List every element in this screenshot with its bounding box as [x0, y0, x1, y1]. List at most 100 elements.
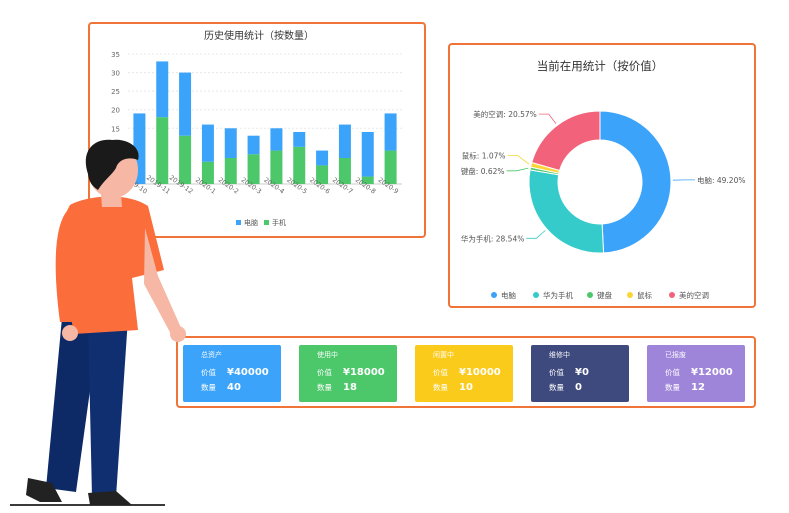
donut-slices: [528, 110, 672, 254]
card-count-label: 数量: [665, 383, 680, 392]
legend-label: 手机: [272, 218, 286, 227]
card-price-value: ¥12000: [691, 367, 733, 378]
legend-label: 鼠标: [637, 290, 652, 300]
legend-swatch: [669, 292, 675, 298]
donut-slice: [599, 110, 672, 254]
donut-slice-label: 电脑: 49.20%: [697, 175, 746, 185]
donut-slice-label: 键盘: 0.62%: [461, 166, 505, 176]
bar-computer: [156, 61, 169, 118]
summary-cards-panel: 总资产 价值 ¥40000 数量 40 使用中 价值 ¥18000 数量 18 闲置中 价值 ¥1000…: [176, 336, 756, 408]
label-leader: [506, 167, 529, 172]
bar-phone: [270, 150, 283, 184]
card-count-label: 数量: [317, 383, 332, 392]
donut-slice-label: 鼠标: 1.07%: [462, 150, 506, 160]
card-count-label: 数量: [549, 383, 564, 392]
left-sleeve: [55, 208, 82, 322]
legend-swatch: [491, 292, 497, 298]
front-shoe: [88, 491, 132, 505]
bar-chart-marks: [133, 61, 397, 184]
bar-computer: [293, 132, 306, 147]
card-title: 维修中: [549, 351, 570, 359]
donut-slice-label: 华为手机: 28.54%: [461, 233, 525, 243]
card-price-label: 价值: [201, 368, 216, 377]
legend-label: 电脑: [501, 290, 516, 300]
label-leader: [526, 230, 546, 239]
bar-phone: [361, 176, 374, 184]
legend-label: 键盘: [597, 290, 612, 300]
card-title: 已报废: [665, 351, 686, 359]
card-price-value: ¥18000: [343, 367, 385, 378]
bar-chart-panel: 历史使用统计（按数量） 15 20 25 30 35 2019-10 2019-11 201…: [88, 22, 426, 238]
bar-phone: [293, 146, 306, 184]
person-illustration: [10, 139, 186, 506]
label-leader: [538, 113, 557, 124]
donut-legend: 电脑 华为手机 键盘 鼠标 美的空调: [491, 290, 709, 300]
card-count-value: 0: [575, 382, 582, 393]
card-count-value: 40: [227, 382, 241, 393]
card-title: 使用中: [317, 351, 338, 359]
donut-labels: 电脑: 49.20% 华为手机: 28.54% 键盘: 0.62% 鼠标: 1.07%…: [461, 109, 746, 243]
bar-phone: [156, 117, 169, 184]
bar-computer: [179, 72, 192, 136]
donut-chart-title: 当前在用统计（按价值）: [537, 59, 664, 73]
bar-phone: [316, 165, 329, 184]
card-price-label: 价值: [665, 368, 680, 377]
bar-chart-grid: [128, 53, 402, 185]
back-leg: [46, 318, 100, 492]
bar-computer: [361, 132, 374, 177]
bar-phone: [201, 161, 214, 184]
y-tick-label: 25: [111, 88, 120, 96]
y-tick-label: 35: [111, 51, 120, 59]
back-shoe: [26, 478, 62, 502]
summary-card[interactable]: 已报废 价值 ¥12000 数量 12: [647, 345, 745, 402]
front-leg: [88, 318, 128, 497]
legend-swatch: [587, 292, 593, 298]
summary-card[interactable]: 使用中 价值 ¥18000 数量 18: [299, 345, 397, 402]
bar-computer: [338, 124, 351, 158]
bar-computer: [224, 128, 237, 158]
y-tick-label: 20: [111, 107, 120, 115]
bar-computer: [270, 128, 283, 151]
shirt: [61, 196, 165, 334]
label-leader: [507, 155, 530, 165]
bar-phone: [384, 150, 397, 184]
right-hand: [170, 326, 186, 342]
donut-slice-label: 美的空调: 20.57%: [473, 109, 537, 119]
hair: [85, 139, 139, 190]
card-price-value: ¥10000: [459, 367, 501, 378]
legend-swatch: [236, 220, 241, 225]
bar-phone: [224, 158, 237, 184]
legend-swatch: [627, 292, 633, 298]
legend-label: 电脑: [244, 218, 258, 227]
summary-card[interactable]: 闲置中 价值 ¥10000 数量 10: [415, 345, 513, 402]
card-price-value: ¥0: [575, 367, 589, 378]
card-count-value: 10: [459, 382, 473, 393]
bar-phone: [247, 154, 260, 184]
bar-computer: [384, 113, 397, 151]
card-title: 闲置中: [433, 351, 454, 359]
bar-chart-y-axis: 15 20 25 30 35: [111, 51, 120, 133]
bar-computer: [316, 150, 329, 166]
left-hand: [62, 325, 78, 341]
card-count-label: 数量: [433, 383, 448, 392]
legend-label: 华为手机: [543, 290, 573, 300]
legend-swatch: [264, 220, 269, 225]
summary-card[interactable]: 总资产 价值 ¥40000 数量 40: [183, 345, 281, 402]
summary-card[interactable]: 维修中价值 ¥0 数量 0: [531, 345, 629, 402]
y-tick-label: 30: [111, 70, 120, 78]
donut-slice: [531, 110, 601, 172]
legend-swatch: [533, 292, 539, 298]
bar-phone: [338, 158, 351, 184]
card-count-label: 数量: [201, 383, 216, 392]
card-price-label: 价值: [317, 368, 332, 377]
card-price-value: ¥40000: [227, 367, 269, 378]
bar-computer: [201, 124, 214, 162]
donut-chart: 当前在用统计（按价值） 电脑: 49.20% 华为手机: 28.54% 键盘: 0.…: [461, 59, 746, 300]
bar-phone: [179, 135, 192, 184]
bar-chart-title: 历史使用统计（按数量）: [204, 29, 314, 42]
right-arm: [144, 228, 182, 336]
bar-computer: [247, 135, 260, 155]
donut-slice: [528, 169, 605, 254]
card-price-label: 价值: [549, 368, 564, 377]
